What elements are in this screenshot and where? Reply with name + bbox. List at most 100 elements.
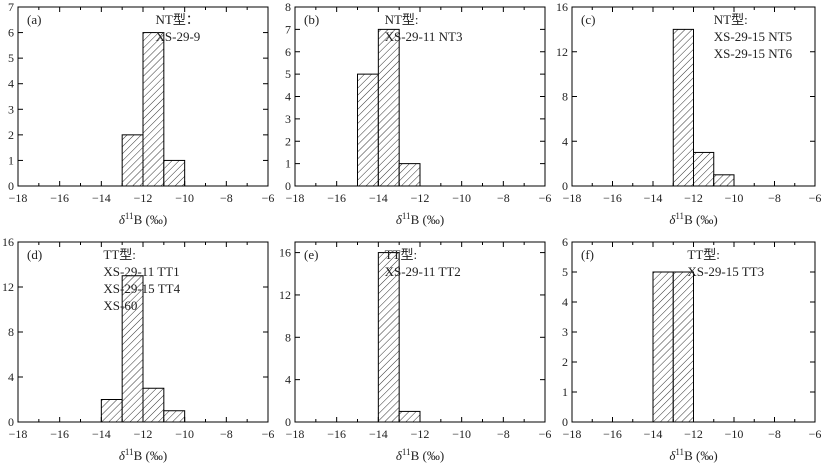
y-tick-label: 2 bbox=[285, 134, 291, 148]
annotation-text: XS-29-15 NT5 bbox=[714, 29, 792, 44]
panel-c: −18 −16 −14 −12 −10 −8 −6 0 4 8 12 16 (c) NT型: XS-29-1… bbox=[556, 0, 821, 227]
x-tick-label: −12 bbox=[684, 427, 703, 441]
y-tick-label: 3 bbox=[8, 102, 14, 116]
x-tick-label: −8 bbox=[497, 427, 510, 441]
y-tick-label: 8 bbox=[562, 90, 568, 104]
histogram-bar bbox=[398, 410, 421, 423]
x-tick-label: −16 bbox=[603, 191, 622, 205]
x-tick-label: −18 bbox=[9, 427, 28, 441]
panel-label: (e) bbox=[304, 247, 318, 262]
y-tick-label: 0 bbox=[562, 415, 568, 429]
annotation-text: NT型： bbox=[156, 12, 199, 27]
x-tick-label: −6 bbox=[262, 191, 275, 205]
y-tick-label: 5 bbox=[285, 67, 291, 81]
x-tick-label: −18 bbox=[563, 427, 582, 441]
y-tick-label: 5 bbox=[8, 51, 14, 65]
annotation-text: XS-60 bbox=[103, 298, 137, 313]
x-tick-label: −14 bbox=[92, 191, 111, 205]
x-axis-label: δ11B (‰) bbox=[119, 211, 167, 227]
y-tick-label: 6 bbox=[285, 45, 291, 59]
y-tick-label: 8 bbox=[285, 330, 291, 344]
y-tick-label: 4 bbox=[8, 370, 14, 384]
histogram-bar bbox=[652, 271, 674, 423]
annotation-text: XS-29-9 bbox=[156, 29, 201, 44]
annotation-text: XS-29-11 TT1 bbox=[103, 264, 179, 279]
x-tick-label: −8 bbox=[220, 427, 233, 441]
x-tick-label: −6 bbox=[809, 191, 821, 205]
y-tick-label: 7 bbox=[8, 0, 14, 14]
x-tick-label: −10 bbox=[725, 427, 744, 441]
annotation-text: XS-29-15 TT3 bbox=[687, 264, 764, 279]
y-tick-label: 3 bbox=[562, 325, 568, 339]
x-axis-label: δ11B (‰) bbox=[396, 447, 444, 463]
y-tick-label: 12 bbox=[279, 288, 291, 302]
x-tick-label: −6 bbox=[809, 427, 821, 441]
x-tick-label: −8 bbox=[768, 427, 781, 441]
panel-b: −18 −16 −14 −12 −10 −8 −6 0 1 2 3 4 5 6 7 8 (b) NT型: XS-29… bbox=[285, 0, 551, 227]
histogram-bar bbox=[713, 174, 735, 187]
y-tick-label: 16 bbox=[2, 235, 14, 249]
x-tick-label: −16 bbox=[603, 427, 622, 441]
x-tick-label: −10 bbox=[175, 191, 194, 205]
x-tick-label: −12 bbox=[134, 427, 153, 441]
y-tick-label: 5 bbox=[562, 265, 568, 279]
histogram-bar bbox=[672, 271, 694, 423]
panel-f: −18 −16 −14 −12 −10 −8 −6 0 1 2 3 4 5 6 (f) TT型: XS-29-1… bbox=[562, 235, 821, 463]
histogram-bar bbox=[398, 163, 421, 187]
y-tick-label: 3 bbox=[285, 112, 291, 126]
x-axis-label: δ11B (‰) bbox=[119, 447, 167, 463]
annotation-text: XS-29-15 TT4 bbox=[103, 281, 180, 296]
x-tick-label: −12 bbox=[134, 191, 153, 205]
x-axis-label: δ11B (‰) bbox=[396, 211, 444, 227]
y-tick-label: 0 bbox=[285, 415, 291, 429]
x-tick-label: −14 bbox=[92, 427, 111, 441]
histogram-bar bbox=[142, 32, 165, 187]
histogram-bar bbox=[142, 387, 165, 423]
panel-d: −18 −16 −14 −12 −10 −8 −6 0 4 8 12 16 (d) TT型: XS-29-1… bbox=[2, 235, 274, 463]
y-tick-label: 6 bbox=[8, 26, 14, 40]
annotation-text: TT型: bbox=[385, 247, 418, 262]
histogram-bar bbox=[100, 399, 123, 423]
x-tick-label: −14 bbox=[369, 191, 388, 205]
annotation-text: NT型: bbox=[714, 12, 748, 27]
x-tick-label: −6 bbox=[539, 191, 552, 205]
x-tick-label: −10 bbox=[452, 427, 471, 441]
y-tick-label: 16 bbox=[556, 0, 568, 14]
annotation-text: XS-29-11 TT2 bbox=[385, 264, 461, 279]
x-tick-label: −18 bbox=[286, 427, 305, 441]
histogram-bar bbox=[121, 134, 144, 187]
histogram-bar bbox=[357, 73, 379, 187]
y-tick-label: 1 bbox=[8, 153, 14, 167]
y-tick-label: 12 bbox=[556, 45, 568, 59]
panel-a: −18 −16 −14 −12 −10 −8 −6 0 1 2 3 4 5 6 7 (a) NT型： XS-29-… bbox=[8, 0, 274, 227]
x-tick-label: −12 bbox=[411, 191, 430, 205]
x-tick-label: −16 bbox=[327, 191, 346, 205]
x-tick-label: −10 bbox=[725, 191, 744, 205]
x-tick-label: −14 bbox=[644, 427, 663, 441]
x-tick-label: −8 bbox=[220, 191, 233, 205]
y-tick-label: 0 bbox=[8, 415, 14, 429]
y-tick-label: 1 bbox=[562, 385, 568, 399]
x-tick-label: −6 bbox=[262, 427, 275, 441]
panel-label: (a) bbox=[27, 12, 41, 27]
y-tick-label: 7 bbox=[285, 22, 291, 36]
x-axis-label: δ11B (‰) bbox=[669, 447, 717, 463]
histogram-bar bbox=[163, 159, 186, 187]
x-tick-label: −6 bbox=[539, 427, 552, 441]
x-tick-label: −16 bbox=[50, 191, 69, 205]
x-tick-label: −18 bbox=[9, 191, 28, 205]
y-tick-label: 0 bbox=[285, 179, 291, 193]
y-tick-label: 4 bbox=[8, 77, 14, 91]
histogram-bar bbox=[672, 28, 694, 187]
y-tick-label: 8 bbox=[8, 325, 14, 339]
x-tick-label: −18 bbox=[286, 191, 305, 205]
x-tick-label: −8 bbox=[497, 191, 510, 205]
x-tick-label: −10 bbox=[175, 427, 194, 441]
y-tick-label: 0 bbox=[8, 179, 14, 193]
panel-label: (b) bbox=[304, 12, 319, 27]
y-tick-label: 4 bbox=[285, 373, 291, 387]
histogram-bar bbox=[163, 410, 186, 423]
y-tick-label: 12 bbox=[2, 280, 14, 294]
x-axis-label: δ11B (‰) bbox=[669, 211, 717, 227]
